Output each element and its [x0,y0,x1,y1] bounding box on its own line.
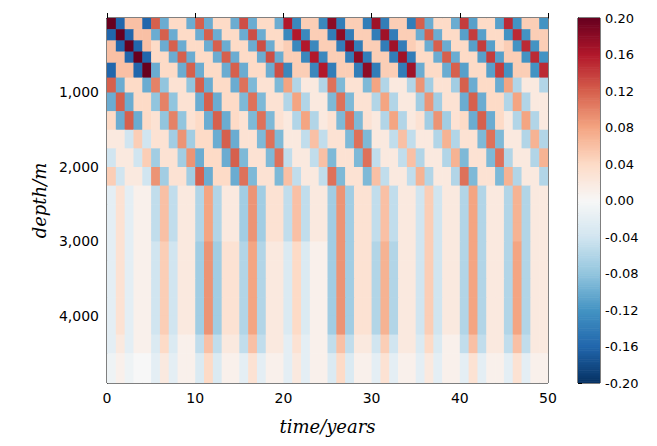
svg-text:40: 40 [451,390,469,406]
svg-text:30: 30 [363,390,381,406]
svg-text:20: 20 [274,390,292,406]
svg-text:4,000: 4,000 [59,308,99,324]
svg-text:0.12: 0.12 [605,84,634,99]
svg-text:-0.12: -0.12 [605,303,639,318]
svg-text:-0.20: -0.20 [605,376,639,391]
svg-text:2,000: 2,000 [59,159,99,175]
svg-text:0.00: 0.00 [605,193,634,208]
svg-text:0.20: 0.20 [605,11,634,26]
svg-text:0.08: 0.08 [605,120,634,135]
svg-text:-0.08: -0.08 [605,266,639,281]
svg-text:-0.16: -0.16 [605,339,639,354]
svg-text:0.16: 0.16 [605,47,634,62]
svg-text:10: 10 [186,390,204,406]
svg-text:0.04: 0.04 [605,157,634,172]
svg-text:50: 50 [539,390,557,406]
svg-text:1,000: 1,000 [59,84,99,100]
svg-text:0: 0 [103,390,112,406]
svg-text:3,000: 3,000 [59,233,99,249]
svg-text:-0.04: -0.04 [605,230,639,245]
svg-text:time/years: time/years [279,416,375,437]
svg-text:depth/m: depth/m [29,163,50,239]
